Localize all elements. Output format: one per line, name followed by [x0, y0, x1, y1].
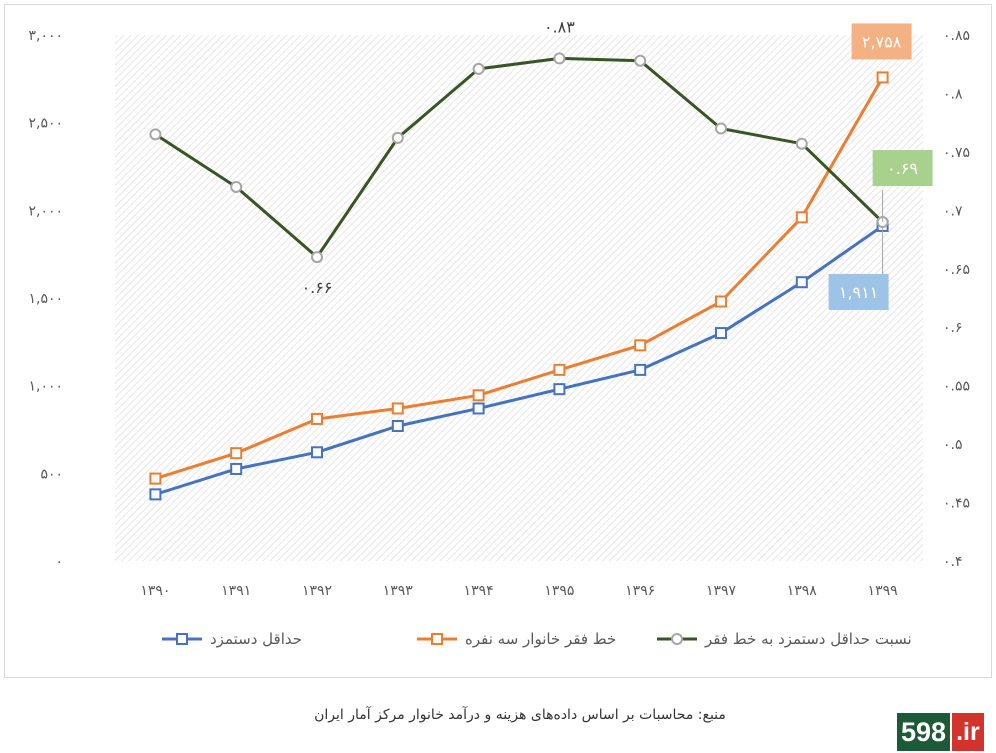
series-point-2 — [634, 54, 647, 67]
y-left-tick-label: ۰ — [55, 554, 63, 570]
data-label-box — [872, 150, 933, 187]
y-right-tick-label: ۰.۴۵ — [943, 496, 970, 512]
series-point-2 — [230, 180, 243, 193]
legend-label-1: خط فقر خانوار سه نفره — [465, 630, 616, 648]
x-tick-label: ۱۳۹۶ — [625, 583, 655, 599]
series-point-2 — [311, 251, 323, 264]
series-point-0 — [149, 488, 162, 501]
legend-marker-2 — [671, 633, 683, 645]
legend-label-2: نسبت حداقل دستمزد به خط فقر — [704, 630, 912, 648]
series-point-1 — [230, 447, 243, 460]
y-right-tick-label: ۰.۶۵ — [943, 262, 970, 278]
x-tick-label: ۱۳۹۴ — [464, 583, 494, 599]
y-right-tick-label: ۰.۵۵ — [943, 379, 970, 395]
data-label-box — [851, 23, 912, 60]
series-point-1 — [391, 402, 404, 415]
data-label-box — [828, 273, 889, 310]
logo-tld: .ir — [952, 713, 984, 751]
plot-area — [115, 35, 923, 561]
y-left-tick-label: ۲,۵۰۰ — [28, 116, 63, 132]
logo-number: 598 — [897, 713, 951, 751]
series-point-2 — [795, 137, 808, 150]
series-point-1 — [634, 339, 647, 352]
data-label: ۲,۷۵۸ — [862, 32, 902, 51]
y-right-tick-label: ۰.۸ — [943, 86, 963, 102]
legend-marker-0 — [176, 633, 188, 645]
source-caption: منبع: محاسبات بر اساس داده‌های هزینه و د… — [314, 707, 726, 723]
series-point-0 — [472, 402, 485, 415]
x-tick-label: ۱۳۹۳ — [383, 583, 414, 599]
y-right-tick-label: ۰.۷ — [943, 203, 963, 219]
y-left-tick-label: ۲,۰۰۰ — [28, 203, 63, 219]
series-point-0 — [230, 462, 243, 475]
series-point-2 — [715, 122, 727, 135]
x-tick-label: ۱۳۹۲ — [302, 583, 332, 599]
series-point-1 — [876, 71, 889, 84]
x-tick-label: ۱۳۹۹ — [868, 583, 898, 599]
data-label: ۱,۹۱۱ — [839, 283, 878, 302]
data-label: ۰.۶۹ — [887, 159, 918, 178]
x-tick-label: ۱۳۹۷ — [706, 583, 737, 599]
y-right-tick-label: ۰.۵ — [943, 437, 963, 453]
series-point-1 — [715, 295, 727, 308]
series-point-0 — [795, 276, 808, 289]
y-left-tick-label: ۱,۵۰۰ — [28, 291, 63, 307]
series-point-1 — [311, 412, 323, 425]
series-point-0 — [715, 327, 727, 340]
series-point-1 — [553, 363, 566, 376]
series-point-0 — [391, 419, 404, 432]
data-label: ۰.۶۶ — [302, 278, 333, 297]
site-logo: 598 .ir — [897, 713, 984, 751]
series-point-1 — [795, 211, 808, 224]
y-right-tick-label: ۰.۷۵ — [943, 145, 970, 161]
series-point-1 — [472, 389, 485, 402]
x-tick-label: ۱۳۹۱ — [221, 583, 251, 599]
y-left-tick-label: ۱,۰۰۰ — [28, 379, 63, 395]
series-point-0 — [311, 446, 323, 459]
y-right-tick-label: ۰.۶ — [943, 320, 963, 336]
x-tick-label: ۱۳۹۵ — [544, 583, 574, 599]
x-tick-label: ۱۳۹۸ — [787, 583, 818, 599]
series-point-2 — [472, 62, 485, 75]
x-tick-label: ۱۳۹۰ — [140, 583, 170, 599]
legend-marker-1 — [431, 633, 443, 645]
series-line-0 — [154, 224, 884, 496]
y-left-tick-label: ۳,۰۰۰ — [28, 28, 63, 44]
series-point-0 — [553, 383, 566, 396]
legend-label-0: حداقل دستمزد — [210, 630, 302, 648]
series-line-2 — [154, 56, 884, 259]
y-right-tick-label: ۰.۸۵ — [943, 28, 970, 44]
series-point-2 — [553, 52, 566, 65]
series-point-0 — [634, 363, 647, 376]
chart-frame: ۰ ۵۰۰ ۱,۰۰۰ ۱,۵۰۰ ۲,۰۰۰ ۲,۵۰۰ ۳,۰۰۰ ۰.۴ ۰.۴۵ ۰.۵ ۰… — [4, 4, 992, 678]
line-chart: ۰ ۵۰۰ ۱,۰۰۰ ۱,۵۰۰ ۲,۰۰۰ ۲,۵۰۰ ۳,۰۰۰ ۰.۴ ۰.۴۵ ۰.۵ ۰… — [28, 17, 970, 648]
series-point-2 — [391, 131, 404, 144]
data-label: ۰.۸۳ — [544, 17, 575, 36]
series-line-1 — [154, 76, 884, 481]
series-point-2 — [149, 128, 162, 141]
y-right-tick-label: ۰.۴ — [943, 554, 963, 570]
series-point-1 — [149, 472, 162, 485]
y-left-tick-label: ۵۰۰ — [40, 466, 63, 482]
